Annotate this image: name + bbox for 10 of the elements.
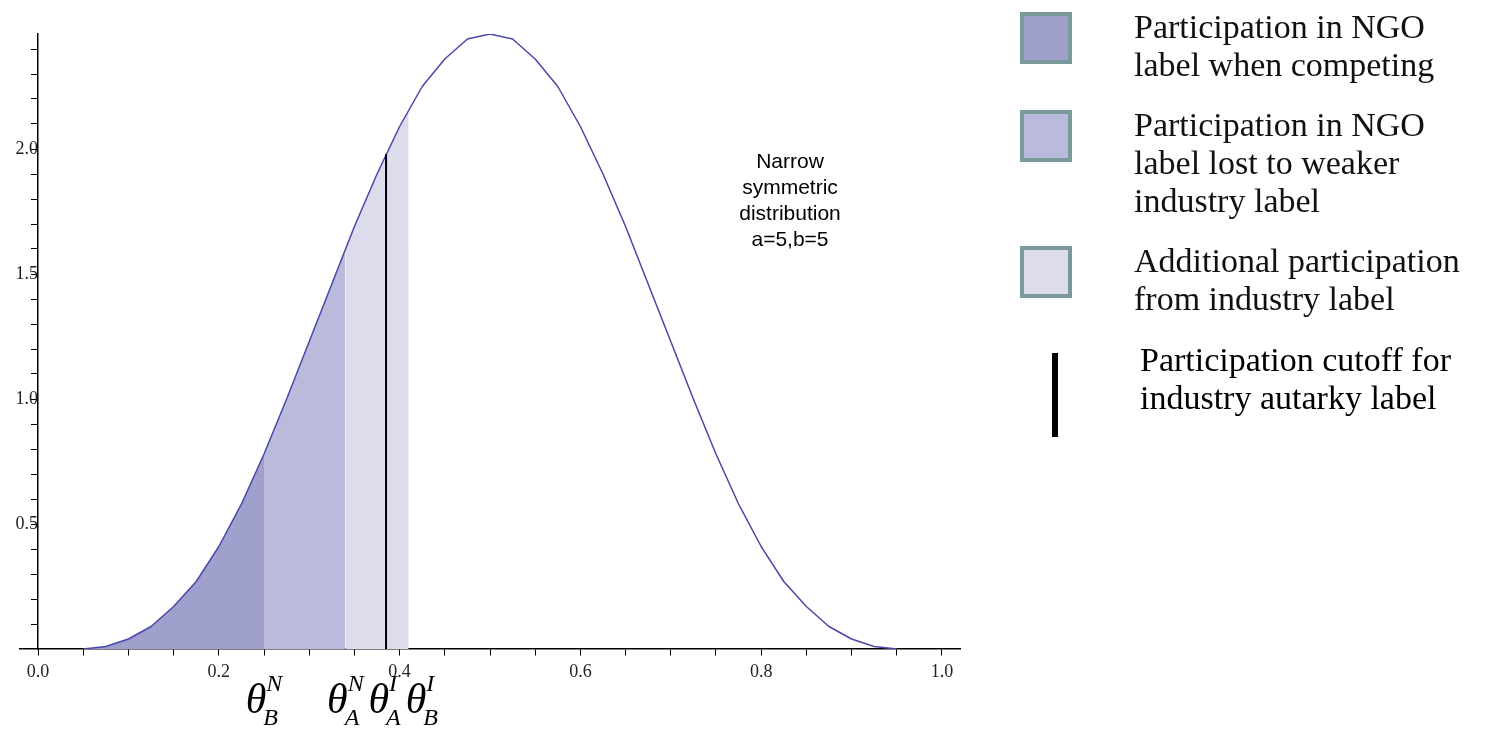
annotation: Narrow symmetric distribution a=5,b=5 <box>739 149 841 251</box>
x-tick-label: 0.8 <box>749 660 773 681</box>
legend-label: Participation in NGO label lost to weaker industry label <box>1134 106 1426 221</box>
text: Participation cutoff for industry autarky label <box>1140 340 1452 417</box>
x-tick-label: 1.0 <box>930 660 954 681</box>
x-tick-label: 0.2 <box>207 660 231 681</box>
legend-label: Participation in NGO label when competing <box>1134 8 1436 85</box>
x-tick-label: 0.6 <box>569 660 592 681</box>
legend-label: Additional participation from industry label <box>1134 242 1461 319</box>
x-tick-label: 0.0 <box>26 660 50 681</box>
